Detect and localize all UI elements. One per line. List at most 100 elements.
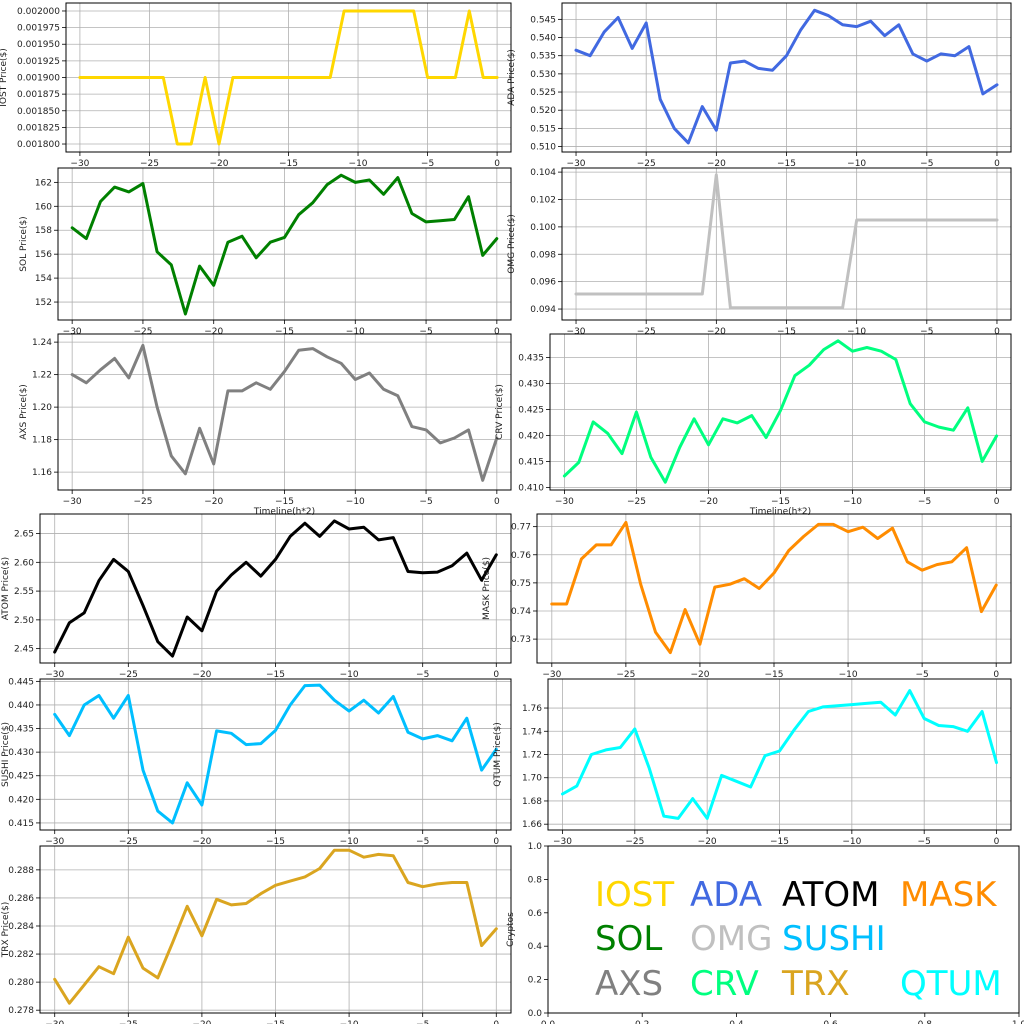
chart-1-x-tick-label: −20 (209, 159, 228, 169)
chart-3-x-tick-label: −25 (133, 327, 152, 337)
chart-1-y-tick-label: 0.001800 (17, 140, 60, 150)
chart-7-x-tick-label: −20 (192, 670, 211, 680)
chart-4-frame (561, 167, 1012, 321)
chart-12-x-tick-label: 0.2 (635, 1020, 649, 1024)
chart-10-series-line (561, 689, 998, 820)
chart-5-x-axis-label: Timeline(h*2) (253, 507, 315, 517)
legend-label-omg: OMG (690, 919, 772, 959)
chart-9-y-tick-label: 0.415 (8, 819, 34, 829)
chart-12-y-tick-label: 0.0 (528, 1009, 543, 1019)
chart-4-series-line (574, 173, 999, 310)
chart-3-y-tick-label: 162 (35, 178, 52, 188)
chart-12-x-tick-label: 0.8 (918, 1020, 933, 1024)
chart-11-y-tick-label: 0.288 (8, 866, 34, 876)
chart-4-x-tick-label: 0 (994, 327, 1000, 337)
chart-10-y-tick-label: 1.74 (522, 727, 542, 737)
chart-7-y-tick-label: 2.65 (14, 530, 34, 540)
chart-5-y-tick-label: 1.16 (32, 468, 52, 478)
chart-5-x-tick-label: −5 (419, 497, 432, 507)
chart-4-omg-price: −30 −25 −20 −15 −10 −5 0 0.094 0.096 0.098 0.100 0.… (507, 167, 1012, 337)
chart-3-x-tick-label: −10 (346, 327, 365, 337)
chart-3-y-tick-label: 154 (35, 274, 52, 284)
chart-5-frame (57, 333, 512, 491)
chart-7-x-tick-label: −25 (119, 670, 138, 680)
chart-12-y-tick-label: 1.0 (528, 842, 543, 852)
chart-8-x-tick-label: −25 (616, 670, 635, 680)
chart-5-x-tick-label: 0 (494, 497, 500, 507)
chart-9-y-tick-label: 0.425 (8, 772, 34, 782)
chart-11-x-tick-label: 0 (493, 1020, 499, 1024)
chart-4-y-tick-label: 0.100 (530, 223, 556, 233)
chart-2-x-tick-label: 0 (994, 159, 1000, 169)
chart-3-x-tick-label: −5 (419, 327, 432, 337)
chart-6-y-tick-label: 0.410 (518, 483, 544, 493)
chart-5-x-tick-label: −10 (346, 497, 365, 507)
chart-6-y-axis-label: CRV Price($) (495, 384, 505, 440)
chart-10-y-axis-label: QTUM Price($) (493, 722, 503, 787)
chart-4-x-tick-label: −30 (567, 327, 586, 337)
chart-7-y-tick-label: 2.45 (14, 645, 34, 655)
chart-6-series-line (562, 339, 999, 484)
chart-1-x-tick-label: −15 (279, 159, 298, 169)
chart-5-y-axis-label: AXS Price($) (19, 384, 29, 440)
chart-1-x-tick-label: 0 (494, 159, 500, 169)
chart-2-ada-price: −30 −25 −20 −15 −10 −5 0 0.510 0.515 0.520 0.525 0.… (507, 2, 1012, 169)
chart-1-x-tick-label: −5 (421, 159, 434, 169)
chart-2-x-tick-label: −10 (847, 159, 866, 169)
chart-2-y-tick-label: 0.540 (530, 34, 556, 44)
chart-1-y-tick-label: 0.001950 (17, 40, 60, 50)
chart-5-axs-price: −30 −25 −20 −15 −10 −5 0 1.16 1.18 1.20 1.22 1.24 AX… (19, 333, 512, 517)
chart-8-y-axis-label: MASK Price($) (482, 557, 492, 620)
chart-4-y-tick-label: 0.094 (530, 305, 556, 315)
chart-10-y-tick-label: 1.76 (522, 704, 542, 714)
chart-2-y-tick-label: 0.520 (530, 106, 556, 116)
chart-9-x-tick-label: −15 (266, 837, 285, 847)
chart-7-frame (39, 513, 512, 664)
chart-11-x-tick-label: −15 (266, 1020, 285, 1024)
chart-6-x-tick-label: −5 (918, 497, 931, 507)
chart-1-y-tick-label: 0.001850 (17, 107, 60, 117)
chart-2-y-tick-label: 0.515 (530, 124, 556, 134)
chart-8-y-tick-label: 0.73 (511, 635, 531, 645)
chart-12-x-tick-label: 0.6 (823, 1020, 838, 1024)
chart-1-y-tick-label: 0.001825 (17, 123, 60, 133)
chart-7-y-tick-label: 2.55 (14, 587, 34, 597)
legend-label-trx: TRX (781, 964, 850, 1004)
legend-label-sol: SOL (595, 919, 662, 959)
chart-6-x-tick-label: −20 (699, 497, 718, 507)
chart-6-y-tick-label: 0.420 (518, 431, 544, 441)
chart-2-x-tick-label: −30 (567, 159, 586, 169)
chart-10-x-tick-label: 0 (994, 837, 1000, 847)
chart-3-series-line (70, 173, 499, 316)
chart-4-y-axis-label: OMG Price($) (507, 214, 517, 273)
chart-8-x-tick-label: −10 (839, 670, 858, 680)
chart-5-y-tick-label: 1.24 (32, 338, 52, 348)
chart-1-y-tick-label: 0.002000 (17, 7, 60, 17)
chart-2-y-tick-label: 0.535 (530, 52, 556, 62)
chart-2-y-tick-label: 0.545 (530, 15, 556, 25)
chart-1-frame (65, 2, 512, 153)
chart-6-y-tick-label: 0.435 (518, 353, 544, 363)
chart-3-x-tick-label: 0 (494, 327, 500, 337)
chart-2-y-tick-label: 0.525 (530, 88, 556, 98)
chart-9-x-tick-label: −20 (192, 837, 211, 847)
chart-11-x-tick-label: −25 (119, 1020, 138, 1024)
chart-10-frame (547, 678, 1012, 831)
chart-3-y-tick-label: 152 (35, 298, 52, 308)
chart-6-x-tick-label: −25 (627, 497, 646, 507)
legend-label-axs: AXS (595, 964, 663, 1004)
chart-6-x-tick-label: 0 (994, 497, 1000, 507)
chart-9-y-tick-label: 0.440 (8, 701, 34, 711)
chart-1-iost-price: −30 −25 −20 −15 −10 −5 0 0.001800 0.001825 0.0018… (0, 2, 512, 169)
chart-11-trx-price: −30 −25 −20 −15 −10 −5 0 0.278 0.280 0.282 0.284 0.… (1, 845, 512, 1024)
chart-1-y-tick-label: 0.001875 (17, 90, 60, 100)
chart-12-x-tick-label: 0.4 (729, 1020, 744, 1024)
chart-12-cryptos: 0.0 0.2 0.4 0.6 0.8 1.0 0.0 0.2 0.4 0.6 0.8 1.0 IOST… (506, 842, 1024, 1024)
chart-12-x-tick-label: 1.0 (1012, 1020, 1024, 1024)
legend-label-mask: MASK (900, 875, 998, 915)
chart-7-atom-price: −30 −25 −20 −15 −10 −5 0 2.45 2.50 2.55 2.60 2.65 AT… (1, 513, 512, 680)
chart-5-y-tick-label: 1.20 (32, 403, 52, 413)
chart-11-y-tick-label: 0.280 (8, 978, 34, 988)
chart-3-frame (57, 167, 512, 321)
chart-1-y-tick-label: 0.001925 (17, 57, 60, 67)
